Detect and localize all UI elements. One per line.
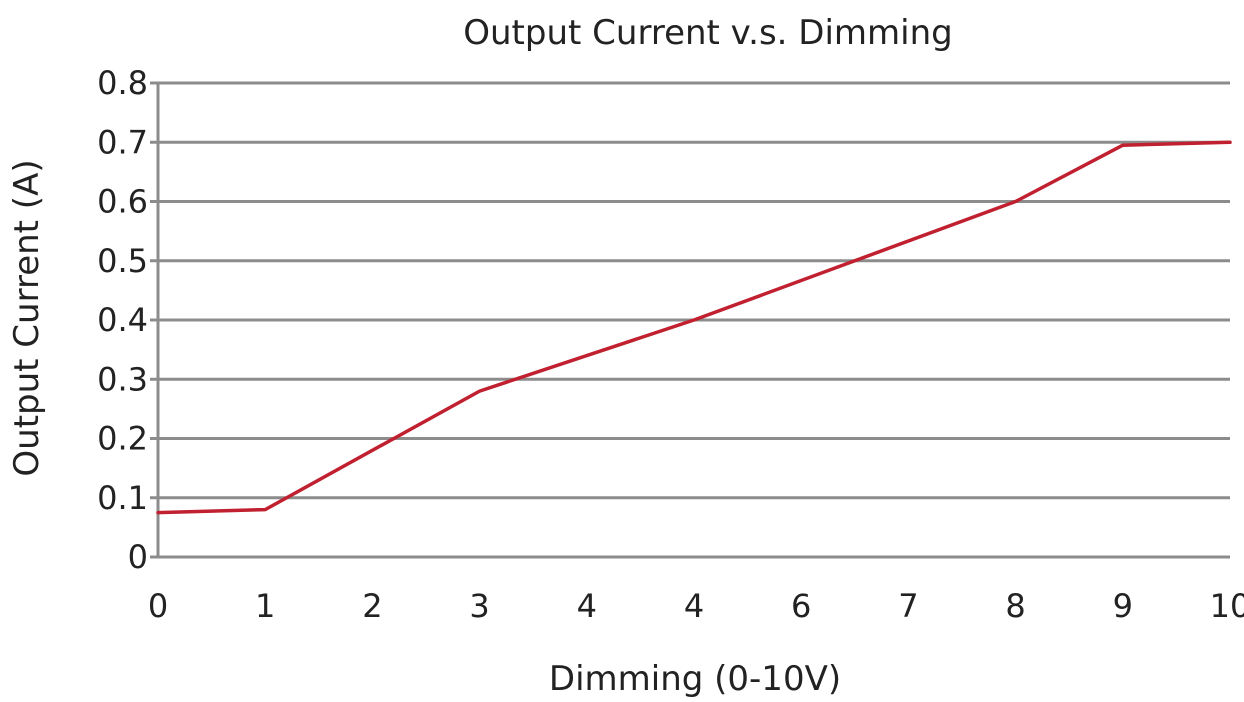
x-tick-label: 8 [1005, 587, 1025, 625]
x-tick-label: 6 [791, 587, 811, 625]
gridlines [150, 81, 1230, 500]
x-tick-label: 2 [362, 587, 382, 625]
x-tick-labels: 0 1 2 3 4 4 6 7 8 9 10 [148, 587, 1244, 625]
x-tick-label: 0 [148, 587, 168, 625]
y-axis-label: Output Current (A) [7, 159, 47, 476]
x-tick-label: 10 [1210, 587, 1244, 625]
x-tick-label: 9 [1113, 587, 1133, 625]
x-tick-label: 7 [898, 587, 918, 625]
y-tick-label: 0.7 [97, 123, 148, 161]
series [156, 140, 1232, 515]
y-tick-label: 0.1 [97, 479, 148, 517]
x-axis-label: Dimming (0-10V) [549, 659, 841, 699]
x-tick-label: 4 [684, 587, 704, 625]
series-line [156, 140, 1232, 515]
x-tick-label: 3 [469, 587, 489, 625]
y-tick-label: 0.4 [97, 301, 148, 339]
y-tick-labels: 0 0.1 0.2 0.3 0.4 0.5 0.6 0.7 0.8 [97, 64, 148, 576]
y-tick-label: 0.2 [97, 420, 148, 458]
x-tick-label: 1 [255, 587, 275, 625]
axes [150, 83, 1230, 559]
x-tick-label: 4 [577, 587, 597, 625]
chart-title: Output Current v.s. Dimming [463, 13, 952, 53]
y-tick-label: 0 [128, 538, 148, 576]
y-tick-label: 0.5 [97, 242, 148, 280]
y-tick-label: 0.3 [97, 360, 148, 398]
y-tick-label: 0.8 [97, 64, 148, 102]
y-tick-label: 0.6 [97, 183, 148, 221]
